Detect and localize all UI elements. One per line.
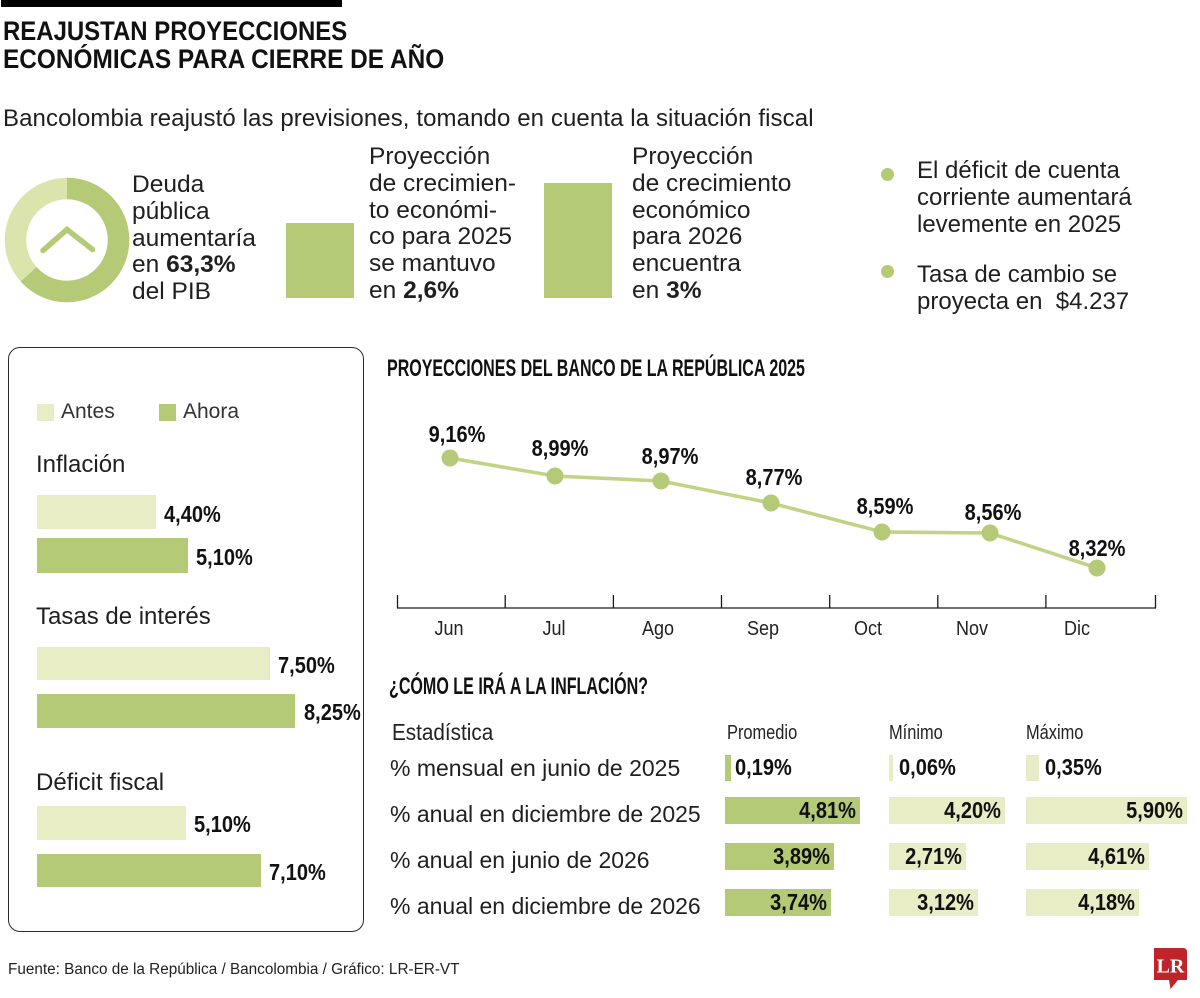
svg-text:LR: LR	[1157, 956, 1185, 978]
